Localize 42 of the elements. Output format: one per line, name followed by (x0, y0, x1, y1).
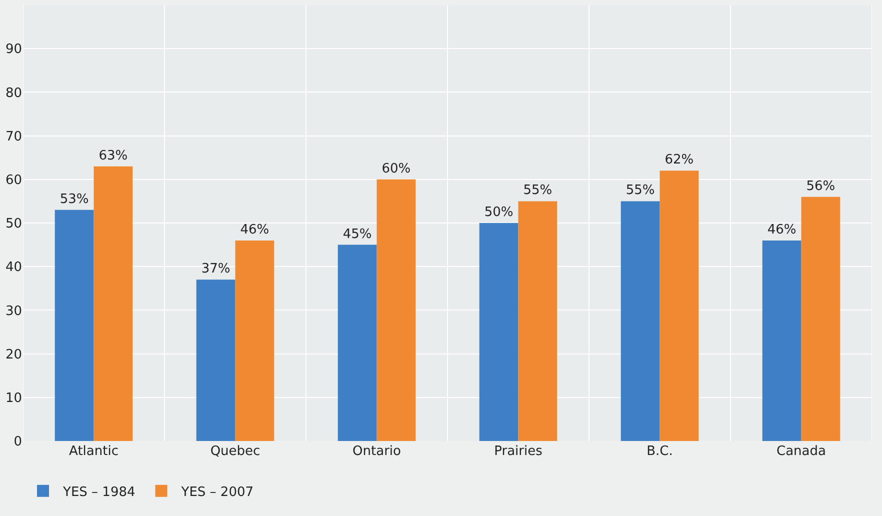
data-label: 50% (484, 205, 514, 220)
bar (801, 196, 840, 441)
y-tick-label: 20 (5, 347, 22, 362)
bar (94, 166, 133, 441)
data-label: 60% (382, 161, 411, 176)
x-tick-label: Canada (776, 444, 826, 459)
data-label: 62% (664, 152, 694, 168)
data-label: 55% (626, 183, 655, 198)
data-label: 63% (98, 148, 128, 164)
bar (54, 210, 94, 441)
bar (235, 240, 274, 441)
bar (196, 280, 236, 441)
legend-label: YES – 1984 (62, 484, 136, 500)
data-label: 45% (342, 226, 372, 242)
data-label: 37% (201, 262, 230, 277)
y-tick-label: 80 (5, 86, 22, 101)
y-tick-label: 70 (5, 129, 22, 144)
y-tick-label: 90 (5, 42, 22, 58)
y-tick-label: 40 (5, 260, 22, 276)
y-tick-label: 10 (5, 390, 22, 406)
data-label: 56% (806, 178, 836, 194)
x-tick-label: Prairies (494, 444, 543, 459)
y-tick-label: 30 (5, 304, 22, 319)
data-label: 46% (767, 222, 796, 238)
x-tick-label: Atlantic (69, 444, 118, 459)
data-label: 55% (523, 183, 552, 198)
bar (479, 223, 518, 441)
bar (762, 240, 802, 441)
y-tick-label: 50 (5, 216, 22, 232)
y-tick-label: 0 (14, 434, 22, 450)
bar (660, 170, 699, 441)
bar (376, 179, 416, 441)
x-tick-label: B.C. (646, 444, 673, 459)
x-tick-label: Ontario (352, 444, 402, 459)
x-tick-label: Quebec (210, 444, 260, 459)
y-tick-label: 60 (5, 172, 22, 188)
bar (338, 244, 377, 441)
bar (518, 201, 558, 441)
data-label: 46% (240, 222, 270, 238)
bar (620, 201, 660, 441)
data-label: 53% (60, 192, 89, 207)
legend-label: YES – 2007 (180, 484, 254, 500)
